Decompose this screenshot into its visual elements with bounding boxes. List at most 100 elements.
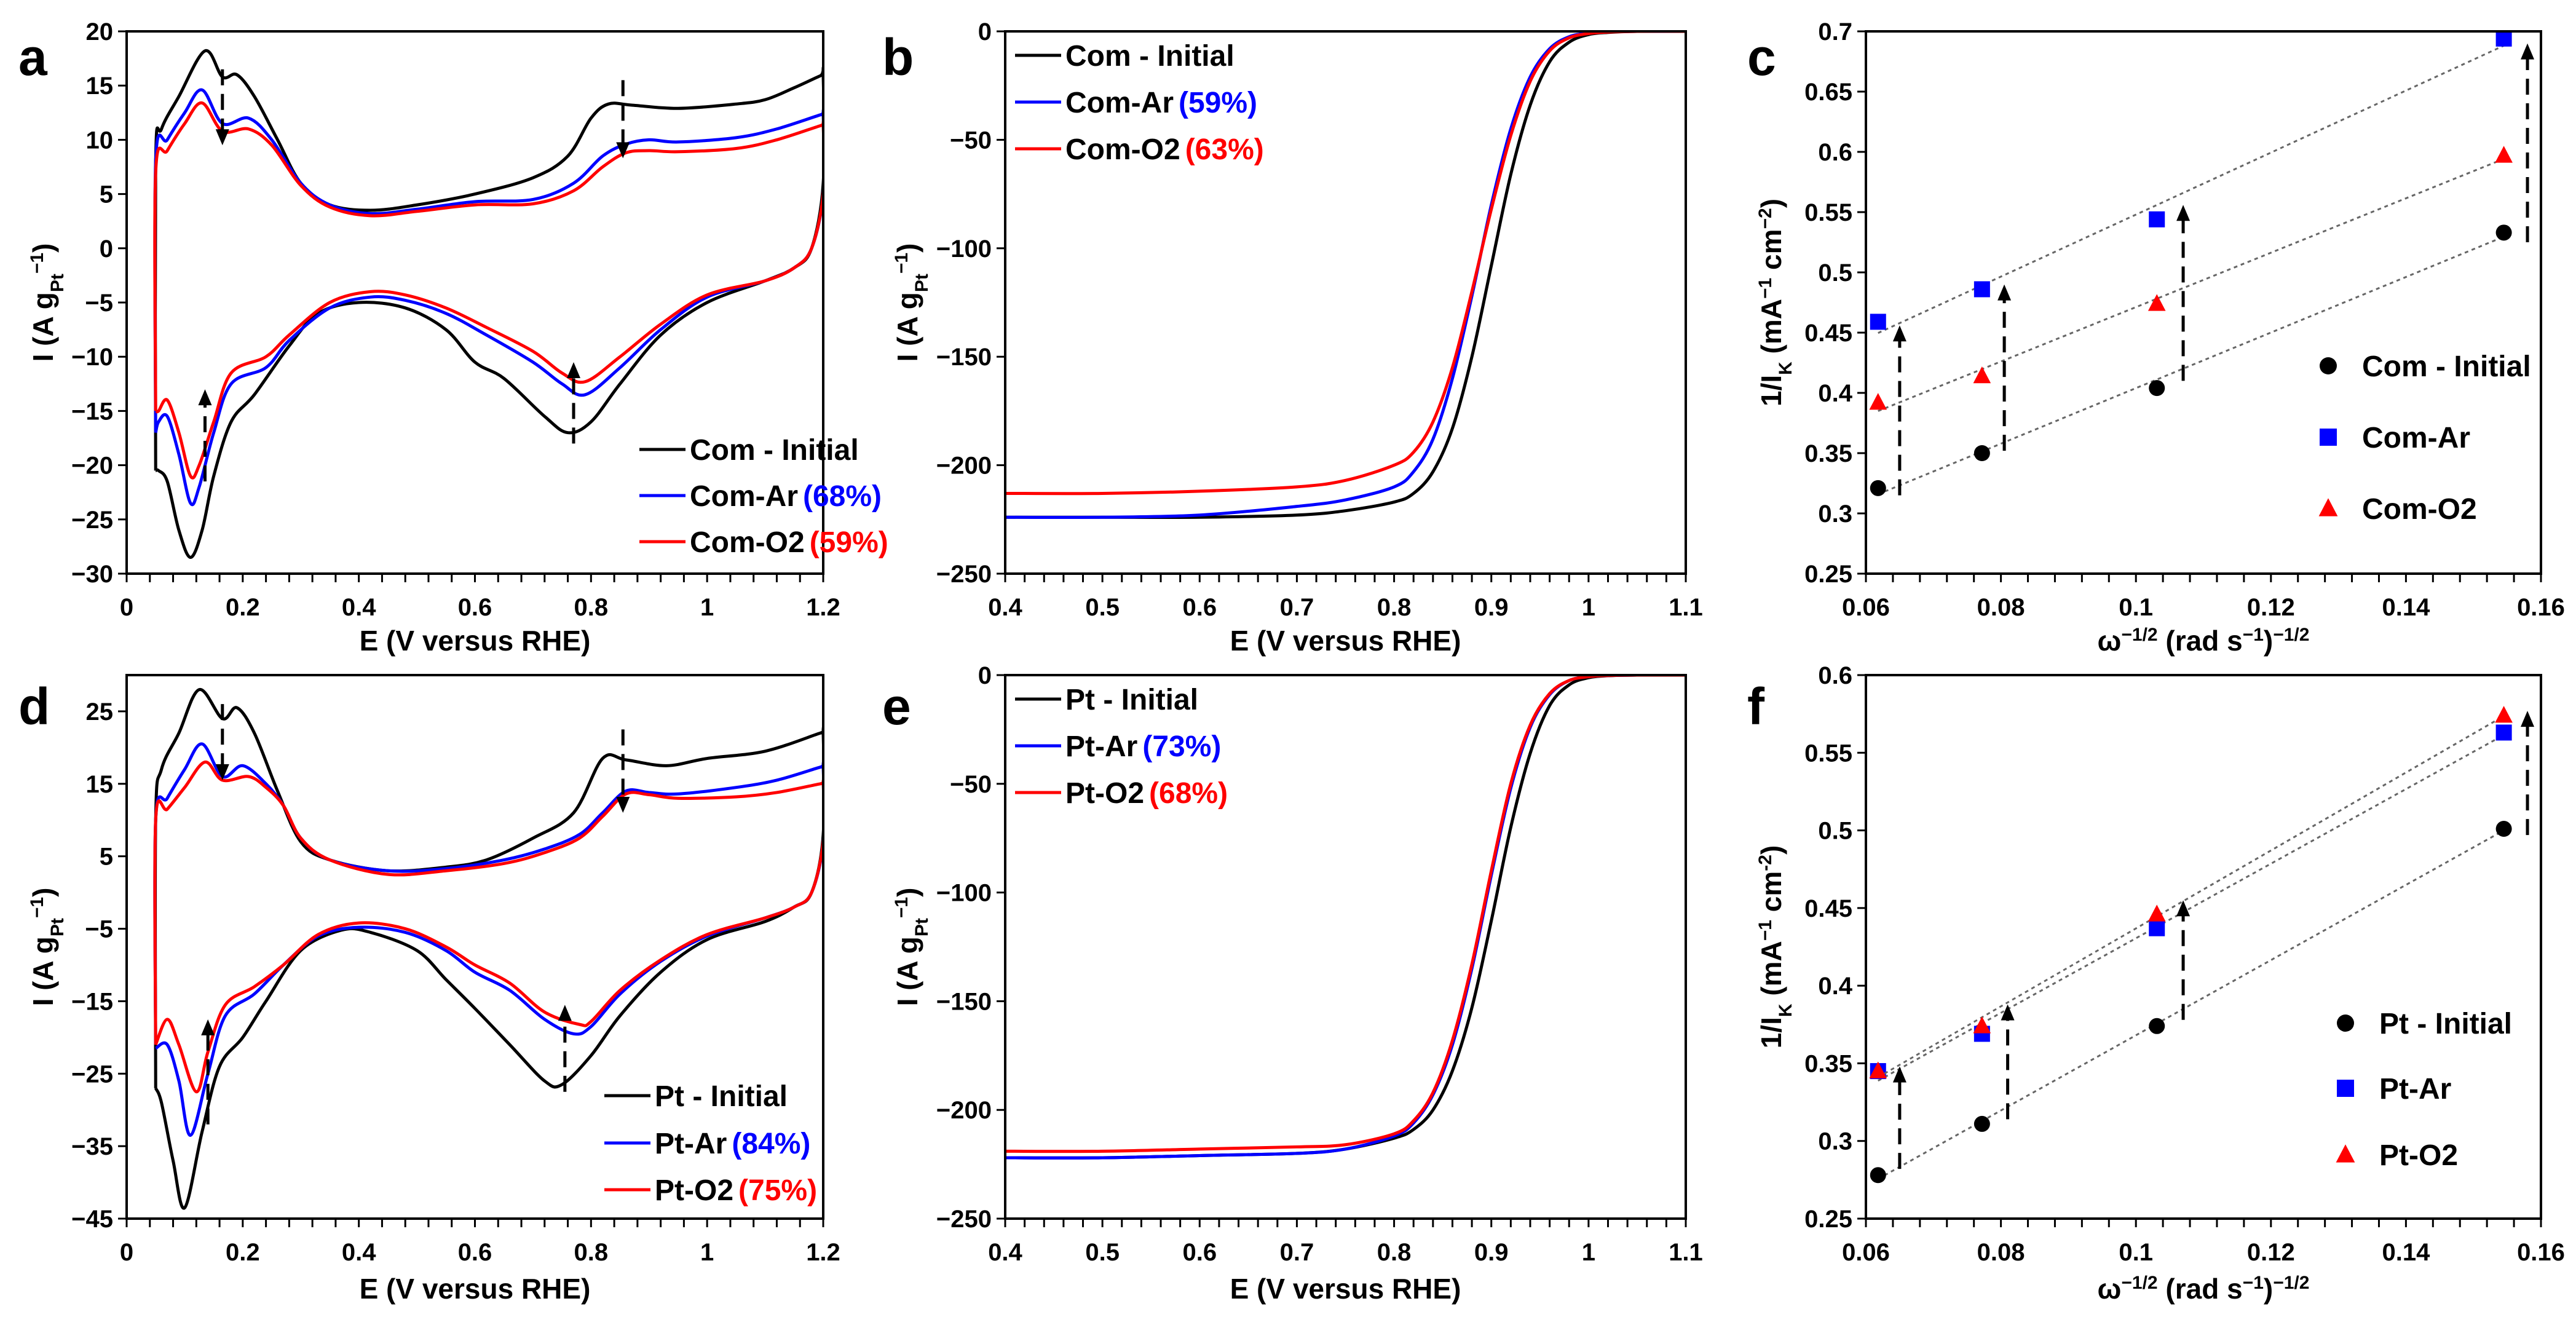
arrow-head-icon bbox=[2176, 205, 2191, 221]
y-tick-label: −50 bbox=[950, 127, 992, 154]
legend-label: Com - Initial bbox=[690, 434, 859, 467]
label-part: −1 bbox=[1755, 278, 1776, 299]
x-tick-label: 0.6 bbox=[458, 1239, 492, 1266]
legend-name: Pt - Initial bbox=[655, 1080, 788, 1113]
x-tick-label: 0.9 bbox=[1474, 594, 1509, 621]
arrow-head-icon bbox=[198, 389, 212, 406]
y-tick-label: −250 bbox=[936, 561, 992, 588]
legend-label: Pt-O2 (68%) bbox=[1065, 777, 1228, 810]
label-part: E (V versus RHE) bbox=[360, 625, 591, 657]
legend-label: Com - Initial bbox=[2362, 350, 2531, 383]
label-part: (rad s bbox=[2158, 1273, 2243, 1305]
y-axis-label: 1/IK (mA−1 cm-2) bbox=[1755, 845, 1796, 1049]
x-tick-label: 0.8 bbox=[1377, 594, 1412, 621]
legend-retention: (73%) bbox=[1142, 730, 1221, 763]
x-tick-label: 0 bbox=[120, 1239, 133, 1266]
marker-circle bbox=[2495, 224, 2512, 241]
y-tick-label: −150 bbox=[936, 988, 992, 1015]
panel-letter: c bbox=[1747, 28, 1776, 86]
x-tick-label: 0.4 bbox=[988, 594, 1022, 621]
y-tick-label: 0.5 bbox=[1818, 259, 1852, 287]
arrow-head-icon bbox=[616, 796, 630, 813]
marker-square bbox=[2149, 211, 2165, 227]
x-tick-label: 0.12 bbox=[2247, 1239, 2295, 1266]
legend-item: Com - Initial bbox=[639, 434, 859, 467]
legend-name: Com - Initial bbox=[1065, 40, 1235, 73]
plot-frame bbox=[125, 30, 824, 575]
x-tick-label: 1.1 bbox=[1669, 594, 1703, 621]
plot-frame bbox=[1004, 30, 1687, 575]
arrow-head-icon bbox=[1997, 284, 2012, 301]
y-tick-label: −25 bbox=[71, 507, 113, 534]
marker-square bbox=[2320, 429, 2337, 446]
marker-circle bbox=[1870, 480, 1886, 496]
x-tick-label: 0.5 bbox=[1085, 594, 1120, 621]
x-tick-label: 1.1 bbox=[1669, 1239, 1703, 1266]
x-tick-label: 0.1 bbox=[2119, 594, 2153, 621]
x-tick-label: 0.12 bbox=[2247, 594, 2295, 621]
legend-label: Com-Ar (59%) bbox=[1065, 87, 1257, 119]
legend: Pt - Initial Pt-Ar (84%) Pt-O2 (75%) bbox=[604, 1080, 817, 1207]
label-part: Pt bbox=[47, 918, 68, 936]
legend-item: Com-Ar (59%) bbox=[1015, 87, 1257, 119]
label-part: −1 bbox=[27, 253, 47, 274]
label-part: I (A g bbox=[891, 292, 923, 362]
label-part: ) bbox=[2264, 1273, 2273, 1305]
arrow-head-icon bbox=[215, 129, 229, 146]
label-part: −1 bbox=[891, 897, 912, 918]
legend-item: Pt - Initial bbox=[604, 1080, 788, 1113]
x-tick-label: 0.08 bbox=[1977, 1239, 2025, 1266]
legend-name: Pt - Initial bbox=[1065, 684, 1198, 716]
legend-retention: (59%) bbox=[1179, 87, 1257, 119]
label-part: E (V versus RHE) bbox=[360, 1273, 591, 1305]
legend-label: Pt - Initial bbox=[655, 1080, 788, 1113]
legend-name: Com - Initial bbox=[2362, 350, 2531, 383]
label-part: 1/I bbox=[1755, 1017, 1787, 1048]
label-part: ) bbox=[891, 243, 923, 253]
x-tick-label: 0.4 bbox=[988, 1239, 1022, 1266]
x-tick-label: 0.6 bbox=[1182, 594, 1217, 621]
arrow-head-icon bbox=[2521, 43, 2535, 60]
y-axis-label: 1/IK (mA−1 cm−2) bbox=[1755, 199, 1796, 406]
marker-circle bbox=[1973, 445, 1990, 461]
x-tick-label: 0.8 bbox=[1377, 1239, 1412, 1266]
y-tick-label: 0 bbox=[100, 235, 113, 263]
series-com-o2-line bbox=[153, 101, 823, 480]
legend-item: Pt-O2 bbox=[2336, 1139, 2458, 1172]
x-tick-label: 0.16 bbox=[2517, 594, 2565, 621]
series-pt-o2-line bbox=[1005, 675, 1686, 1153]
legend-name: Pt-O2 bbox=[1065, 777, 1144, 810]
marker-triangle bbox=[1869, 1061, 1887, 1078]
y-tick-label: −20 bbox=[71, 453, 113, 480]
y-tick-label: 15 bbox=[86, 73, 114, 100]
legend-label: Pt-O2 (75%) bbox=[655, 1174, 817, 1207]
label-part: −1 bbox=[1755, 920, 1776, 941]
legend-name: Com-Ar bbox=[690, 480, 798, 513]
legend-retention: (68%) bbox=[803, 480, 882, 513]
marker-triangle bbox=[2495, 146, 2513, 163]
label-part: -2 bbox=[1755, 855, 1776, 871]
x-tick-label: 0.08 bbox=[1977, 594, 2025, 621]
series-pt-initial-fit-line bbox=[1878, 829, 2505, 1180]
y-tick-label: −15 bbox=[71, 398, 113, 425]
label-part: ω bbox=[2098, 625, 2122, 657]
label-part: ) bbox=[27, 888, 59, 897]
series-com-o2-line bbox=[1005, 31, 1686, 496]
x-tick-label: 0.4 bbox=[342, 594, 376, 621]
plot-area bbox=[153, 688, 823, 1210]
label-part: E (V versus RHE) bbox=[1230, 1273, 1461, 1305]
y-tick-label: −100 bbox=[936, 235, 992, 263]
panel-b: b 0.4 0.5 0.6 0.7 0.8 0.9 1 1.1 −250 −200 −150 −100 −… bbox=[882, 18, 1703, 657]
label-part: −1/2 bbox=[2273, 1273, 2309, 1293]
series-pt-o2-fit-line bbox=[1878, 715, 2505, 1078]
panel-e: e 0.4 0.5 0.6 0.7 0.8 0.9 1 1.1 −250 −200 −150 −100 −… bbox=[882, 662, 1703, 1305]
arrow-head-icon bbox=[2176, 900, 2191, 917]
legend-name: Pt-Ar bbox=[1065, 730, 1137, 763]
label-part: (mA bbox=[1755, 299, 1787, 362]
x-axis-label: E (V versus RHE) bbox=[1230, 625, 1461, 657]
label-part: Pt bbox=[47, 274, 68, 292]
marker-square bbox=[2149, 920, 2165, 936]
x-tick-label: 0.5 bbox=[1085, 1239, 1120, 1266]
legend-retention: (75%) bbox=[738, 1174, 817, 1207]
